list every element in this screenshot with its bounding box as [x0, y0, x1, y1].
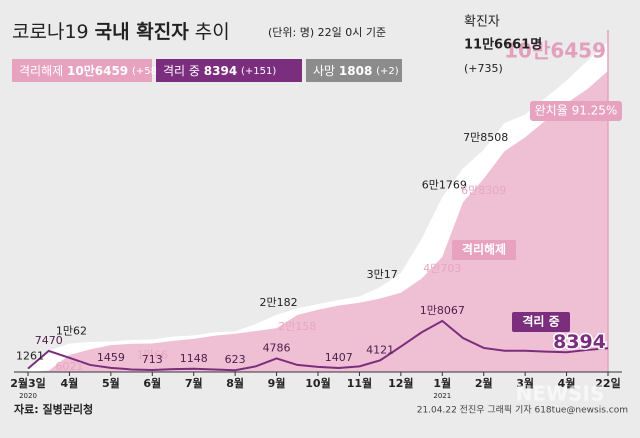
isolation-line: [27, 319, 609, 372]
released-label: 4만703: [423, 262, 461, 275]
title-prefix: 코로나19: [12, 21, 89, 43]
isolation-label: 1407: [325, 351, 353, 364]
released-label: 1만66: [137, 349, 168, 362]
title-main: 국내 확진자: [95, 20, 190, 43]
subtitle: (단위: 명) 22일 0시 기준: [268, 25, 386, 39]
released-tag-text: 격리해제: [462, 242, 506, 257]
legend-name: 격리해제: [19, 64, 63, 78]
legend-value: 8394: [204, 64, 237, 78]
recovery-rate: 완치율 91.25%: [535, 104, 618, 118]
x-tick-label: 7월: [185, 376, 203, 390]
confirmed-name: 확진자: [464, 15, 500, 30]
x-tick-label: 2월: [475, 376, 493, 390]
legend-box: [306, 59, 402, 82]
title-suffix: 추이: [195, 21, 230, 43]
isolation-tag-text: 격리 중: [522, 314, 559, 329]
legend-entry: 사망 1808 (+2): [313, 64, 399, 78]
x-tick-label: 12월: [388, 376, 413, 390]
x-tick-label: 8월: [226, 376, 244, 390]
isolation-label: 713: [142, 353, 163, 366]
x-tick-label: 4월: [558, 376, 576, 390]
source: 자료: 질병관리청: [14, 402, 93, 416]
isolation-tag: [512, 312, 570, 332]
released-label: 6021: [55, 360, 83, 373]
isolation-label: 623: [225, 353, 246, 366]
watermark: NEWSIS: [516, 382, 605, 406]
isolation-label: 1459: [97, 351, 125, 364]
confirmed-label: 7만8508: [463, 131, 508, 144]
released-area: [28, 70, 608, 372]
x-tick-label: 1월: [433, 376, 451, 390]
isolation-label: 7470: [35, 334, 63, 347]
confirmed-change: (+735): [464, 62, 503, 75]
confirmed-label: 1만62: [56, 325, 87, 338]
isolation-label: 1148: [180, 352, 208, 365]
legend-change: (+582): [132, 66, 167, 77]
legend-entry: 격리 중 8394 (+151): [163, 64, 276, 78]
isolation-label: 4121: [366, 343, 394, 356]
x-tick-label: 4월: [61, 376, 79, 390]
legend-change: (+151): [241, 66, 276, 77]
isolation-end-label: 8394: [553, 331, 606, 353]
released-label: 2만158: [278, 320, 316, 333]
legend-name: 사망: [313, 64, 335, 78]
x-tick-label: 9월: [268, 376, 286, 390]
credit: 21.04.22 전진우 그래픽 기자 618tue@newsis.com: [417, 405, 628, 416]
confirmed-label: 3만17: [367, 268, 398, 281]
released-end-label: 10만6459: [504, 39, 606, 63]
legend-name: 격리 중: [163, 64, 200, 78]
x-tick-label: 2월3일: [10, 376, 46, 390]
chart-title: 코로나19 국내 확진자 추이: [12, 20, 230, 43]
confirmed-label: 2만182: [260, 296, 298, 309]
confirmed-total: 11만6661명: [464, 37, 542, 53]
confirmed-label: 1261: [16, 349, 44, 362]
legend-box: [156, 59, 302, 82]
x-tick-label: 6월: [143, 376, 161, 390]
x-tick-label: 5월: [102, 376, 120, 390]
x-tick-label: 3월: [516, 376, 534, 390]
legend-change: (+2): [376, 66, 399, 77]
isolation-label: 4786: [263, 341, 291, 354]
released-label: 6만8309: [461, 184, 506, 197]
released-tag: [452, 240, 516, 260]
legend-entry: 격리해제 10만6459 (+582): [19, 63, 167, 78]
x-year-label: 2021: [433, 392, 451, 400]
legend-box: [12, 59, 152, 82]
isolation-label: 1만8067: [420, 304, 465, 317]
confirmed-label: 6만1769: [422, 178, 467, 191]
x-year-label: 2020: [19, 392, 37, 400]
x-tick-label: 11월: [347, 376, 372, 390]
legend-value: 10만6459: [67, 63, 128, 78]
legend-value: 1808: [339, 64, 372, 78]
x-tick-label: 10월: [305, 376, 330, 390]
x-tick-label: 22일: [595, 376, 620, 390]
recovery-tag: [530, 101, 622, 121]
